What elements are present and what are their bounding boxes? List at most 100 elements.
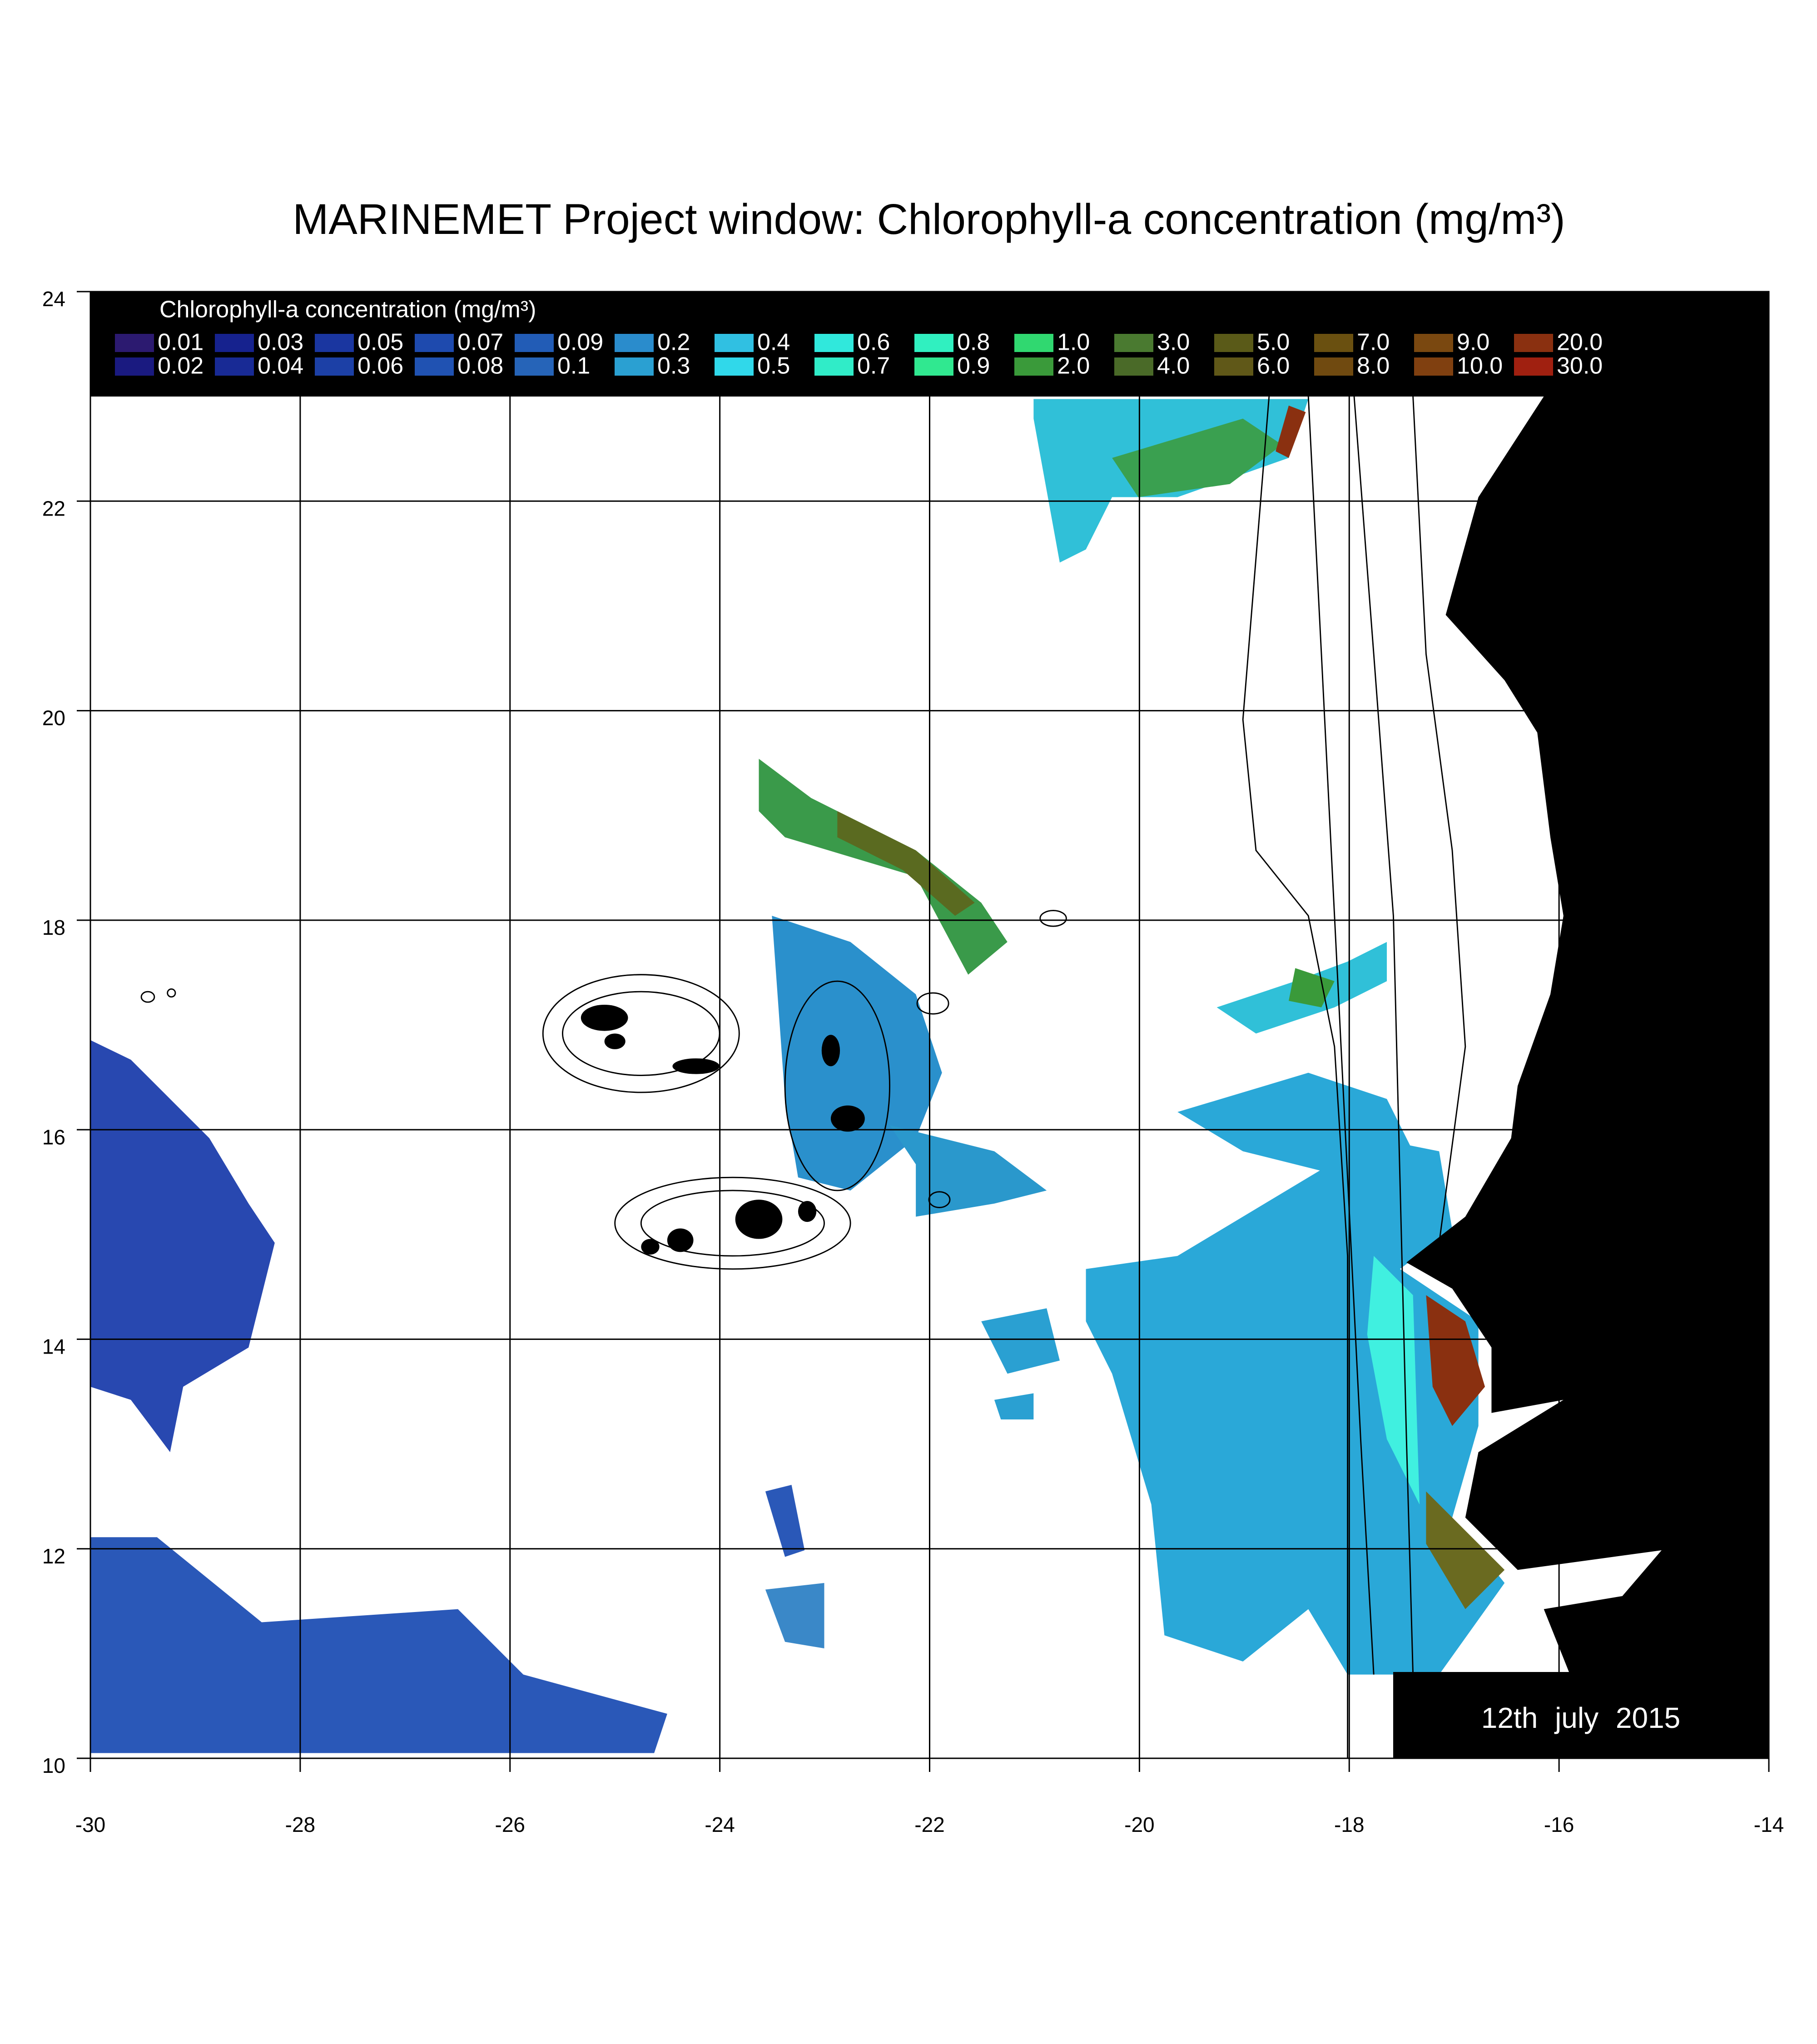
map-shape [1242,396,1349,1758]
legend-label: 3.0 [1157,329,1190,356]
legend-label: 0.03 [258,329,303,356]
legend-swatch [1114,334,1153,352]
legend-label: 0.04 [258,353,303,379]
map-shape [772,916,942,1191]
map-shape [1307,396,1375,1675]
map-shape [672,1058,720,1074]
date-box [1393,1672,1769,1758]
map-shape [641,1239,660,1255]
map-shape [1276,405,1306,458]
legend-label: 0.08 [457,353,503,379]
legend-swatch [715,357,754,376]
x-tick-label: -18 [1334,1813,1364,1836]
map-shape [140,991,155,1003]
map-frame [89,291,1770,1759]
map-shape [837,811,975,916]
x-tick-label: -20 [1124,1813,1154,1836]
y-tick-label: 10 [42,1754,65,1777]
legend-label: 0.6 [857,329,890,356]
map-shape [667,1228,694,1252]
map-shape [994,1393,1034,1420]
legend-label: 10.0 [1457,353,1503,379]
map-shape [735,1200,783,1239]
legend-swatch [1414,357,1453,376]
layer-group [581,1004,865,1255]
legend-swatch [914,334,953,352]
legend-swatch [215,334,254,352]
legend-label: 0.5 [757,353,790,379]
legend-label: 0.09 [557,329,603,356]
legend-swatch [1214,334,1253,352]
legend-swatch [814,357,854,376]
legend-swatch [515,357,554,376]
legend-swatch [1314,334,1353,352]
legend-label: 0.07 [457,329,503,356]
legend-label: 7.0 [1357,329,1390,356]
x-tick-label: -14 [1754,1813,1784,1836]
map-shape [765,1583,824,1649]
map-shape [1426,1491,1505,1609]
map-shape [784,980,890,1191]
map-shape [889,1125,1047,1217]
legend-label: 0.3 [657,353,690,379]
legend-swatch [1014,357,1053,376]
legend-label: 30.0 [1557,353,1603,379]
map-shape [765,1485,805,1557]
y-tick-label: 22 [42,496,65,520]
legend-label: 0.2 [657,329,690,356]
legend-swatch [814,334,854,352]
legend-swatch [1314,357,1353,376]
legend-label: 0.8 [957,329,990,356]
legend-label: 0.4 [757,329,790,356]
map-shape [928,1191,951,1208]
legend-label: 0.05 [357,329,403,356]
map-shape [916,992,949,1015]
x-tick-label: -28 [285,1813,315,1836]
map-shape [1426,1295,1485,1426]
legend-label: 0.1 [557,353,590,379]
map-shape [1406,396,1769,1675]
map-shape [604,1033,626,1049]
legend-label: 20.0 [1557,329,1603,356]
legend-label: 4.0 [1157,353,1190,379]
map-shape [1412,396,1466,1243]
map-shape [167,988,176,998]
legend-swatch [715,334,754,352]
date-label: 12th july 2015 [1481,1702,1681,1734]
legend-label: 9.0 [1457,329,1489,356]
legend-label: 8.0 [1357,353,1390,379]
map-shape [1288,968,1335,1007]
map-shape [640,1190,825,1257]
map-shape [1112,418,1282,497]
y-tick-label: 12 [42,1544,65,1568]
legend-swatch [1214,357,1253,376]
x-tick-label: -22 [914,1813,944,1836]
legend-swatch [914,357,953,376]
legend: 0.010.02 0.030.04 0.050.06 0.070.08 0.090.1 0… [115,329,1603,379]
x-tick-label: -30 [75,1813,105,1836]
legend-swatch [315,357,354,376]
legend-title: Chlorophyll-a concentration (mg/m³) [159,297,536,323]
y-tick-label: 18 [42,916,65,939]
legend-swatch [1414,334,1453,352]
map-shape [614,1176,851,1270]
legend-label: 2.0 [1057,353,1090,379]
layer-group [140,396,1466,1758]
x-tick-label: -24 [705,1813,735,1836]
legend-swatch [615,357,654,376]
map-shape [90,1537,667,1753]
legend-label: 0.7 [857,353,890,379]
legend-swatch [115,357,154,376]
legend-swatch [1014,334,1053,352]
legend-label: 0.9 [957,353,990,379]
x-tick-label: -16 [1544,1813,1574,1836]
map-shape [1039,910,1067,927]
legend-swatch [1514,334,1553,352]
map-shape [542,974,740,1093]
map-shape [581,1004,628,1031]
map-shape [1353,396,1414,1675]
legend-swatch [415,334,454,352]
legend-swatch [215,357,254,376]
